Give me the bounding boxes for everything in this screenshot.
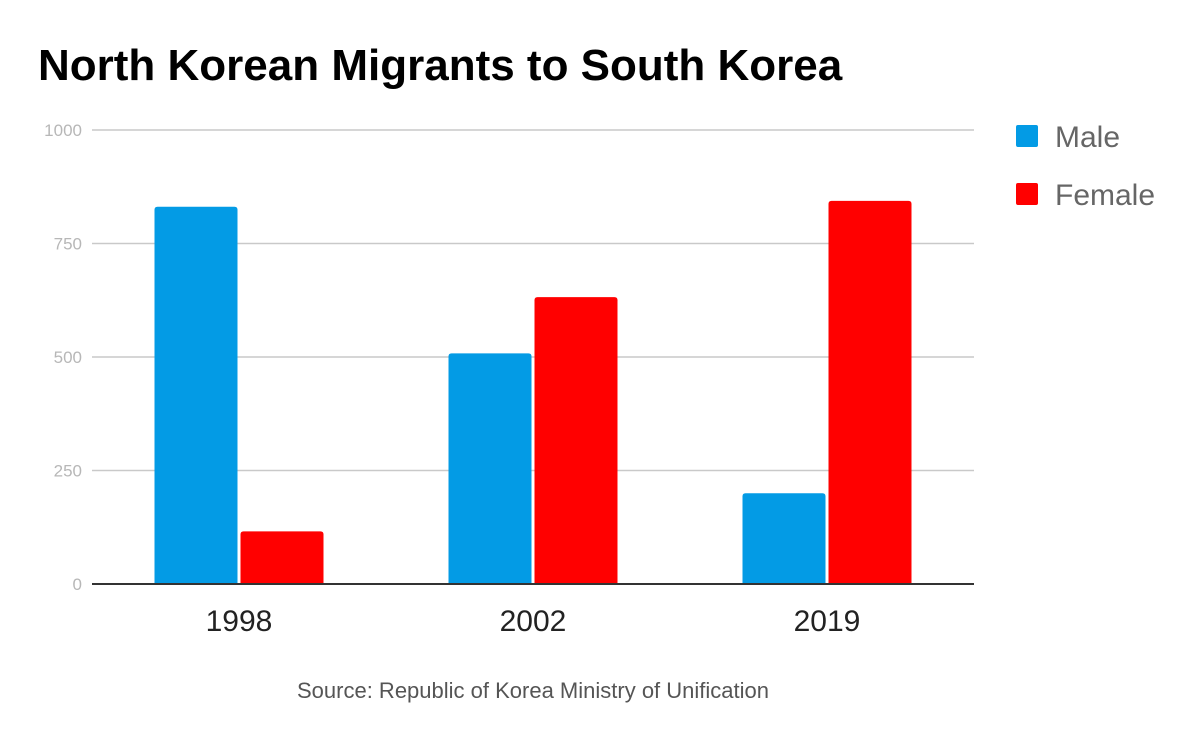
y-tick-label: 750 [54,235,82,254]
bar-male-1998 [154,206,238,584]
x-tick-label: 2002 [500,605,567,638]
x-tick-label: 1998 [206,605,273,638]
x-tick-label: 2019 [794,605,861,638]
legend-swatch-male [1016,125,1038,147]
bars [154,200,912,584]
y-tick-label: 500 [54,348,82,367]
legend-swatch-female [1016,183,1038,205]
legend-label-male: Male [1055,121,1120,154]
bar-female-2002 [534,297,618,584]
bar-female-1998 [240,531,324,584]
source-note: Source: Republic of Korea Ministry of Un… [297,678,769,703]
legend-label-female: Female [1055,179,1155,212]
chart-title: North Korean Migrants to South Korea [38,41,843,90]
y-tick-label: 250 [54,462,82,481]
x-axis-tick-labels: 1998 2002 2019 [206,605,861,638]
bar-female-2019 [828,200,912,584]
y-axis-tick-labels: 0 250 500 750 1000 [44,121,82,594]
bar-male-2019 [742,493,826,584]
y-tick-label: 0 [73,575,82,594]
gridlines [92,129,974,472]
bar-male-2002 [448,353,532,584]
y-tick-label: 1000 [44,121,82,140]
legend: Male Female [1016,121,1155,212]
